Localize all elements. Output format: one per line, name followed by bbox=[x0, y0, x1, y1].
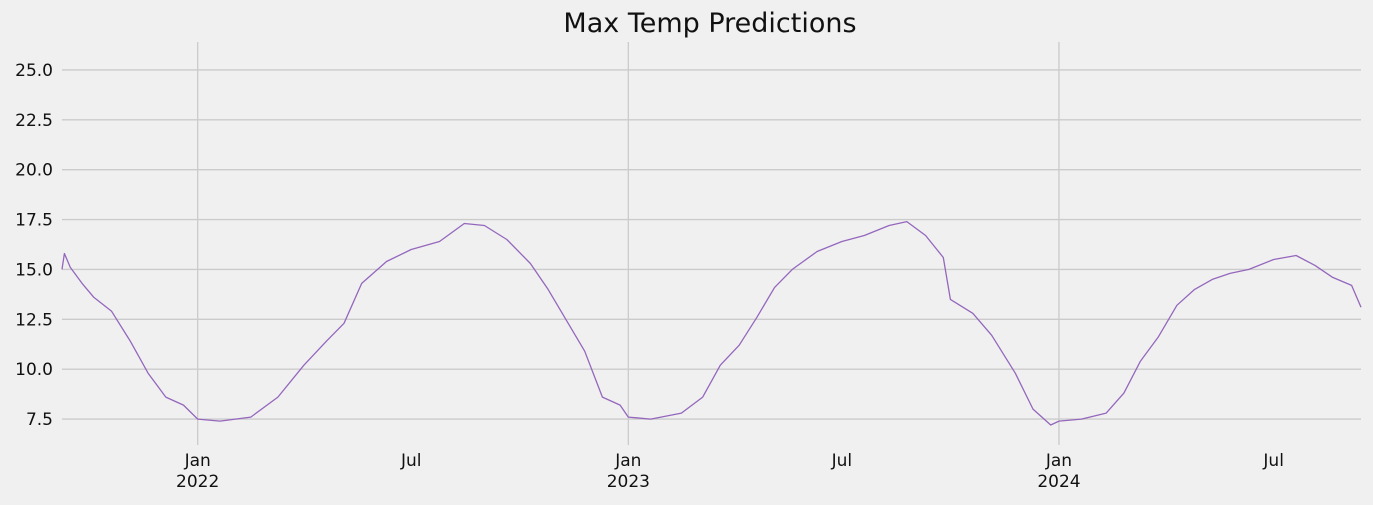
prediction-series-line bbox=[61, 220, 1362, 426]
x-tick-year-label: 2024 bbox=[1037, 472, 1080, 492]
y-tick-label: 12.5 bbox=[15, 310, 53, 330]
x-tick-label: Jan bbox=[184, 451, 211, 471]
x-tick-label: Jan bbox=[1045, 451, 1072, 471]
x-tick-label: Jul bbox=[1262, 451, 1284, 471]
x-tick-label: Jan bbox=[614, 451, 641, 471]
grid bbox=[62, 42, 1361, 445]
x-tick-year-label: 2022 bbox=[176, 472, 219, 492]
chart-title: Max Temp Predictions bbox=[563, 8, 856, 39]
x-tick-label: Jul bbox=[400, 451, 422, 471]
y-tick-label: 25.0 bbox=[15, 61, 53, 81]
y-tick-label: 17.5 bbox=[15, 211, 53, 231]
y-tick-label: 20.0 bbox=[15, 161, 53, 181]
y-axis: 7.5 10.0 12.5 15.0 17.5 20.0 22.5 25.0 bbox=[15, 61, 53, 430]
x-tick-label: Jul bbox=[831, 451, 853, 471]
series-layer bbox=[61, 220, 1362, 426]
y-tick-label: 22.5 bbox=[15, 111, 53, 131]
y-tick-label: 7.5 bbox=[26, 410, 53, 430]
x-tick-year-label: 2023 bbox=[607, 472, 650, 492]
y-tick-label: 10.0 bbox=[15, 360, 53, 380]
y-tick-label: 15.0 bbox=[15, 260, 53, 280]
